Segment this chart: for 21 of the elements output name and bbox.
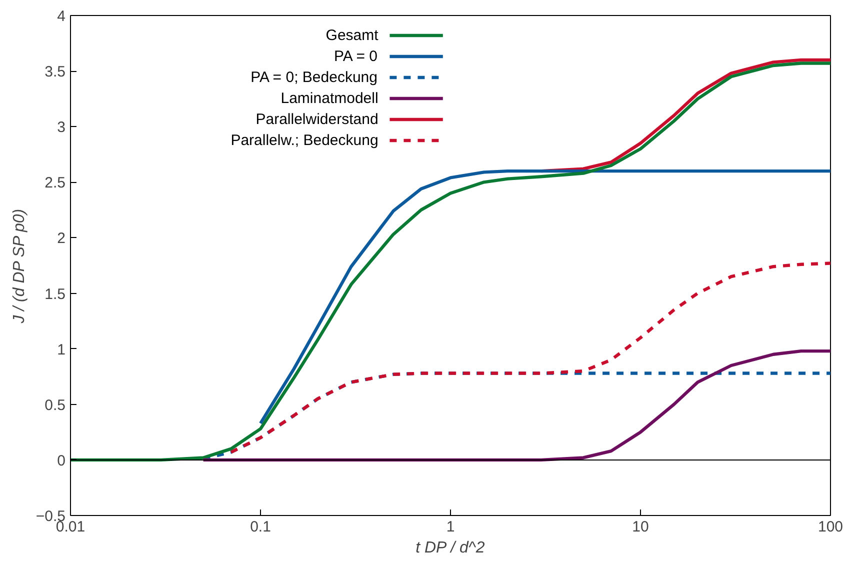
y-tick-label: 2.5 xyxy=(44,174,66,192)
x-axis-title: t DP / d^2 xyxy=(416,540,485,556)
y-tick-label: 0 xyxy=(57,452,66,470)
legend-label: Parallelwiderstand xyxy=(256,111,378,128)
legend-label: Gesamt xyxy=(326,27,380,44)
x-tick-label: 10 xyxy=(632,518,649,536)
x-tick-label: 100 xyxy=(818,518,844,536)
y-tick-label: 2 xyxy=(57,230,66,248)
legend-label: Parallelw.; Bedeckung xyxy=(230,132,378,149)
y-axis-title: J / (d DP SP p0) xyxy=(10,208,28,324)
y-tick-label: 4 xyxy=(57,8,66,25)
y-tick-label: 1.5 xyxy=(44,286,66,303)
x-tick-label: 1 xyxy=(446,518,455,536)
legend-label: Laminatmodell xyxy=(280,90,378,107)
x-tick-label: 0.1 xyxy=(250,518,271,536)
y-tick-label: 3.5 xyxy=(44,64,66,81)
y-tick-label: 3 xyxy=(57,119,66,136)
y-tick-label: 0.5 xyxy=(44,396,66,414)
legend-label: PA = 0; Bedeckung xyxy=(250,69,378,86)
y-tick-label: 1 xyxy=(57,341,66,358)
legend-label: PA = 0 xyxy=(334,48,378,65)
